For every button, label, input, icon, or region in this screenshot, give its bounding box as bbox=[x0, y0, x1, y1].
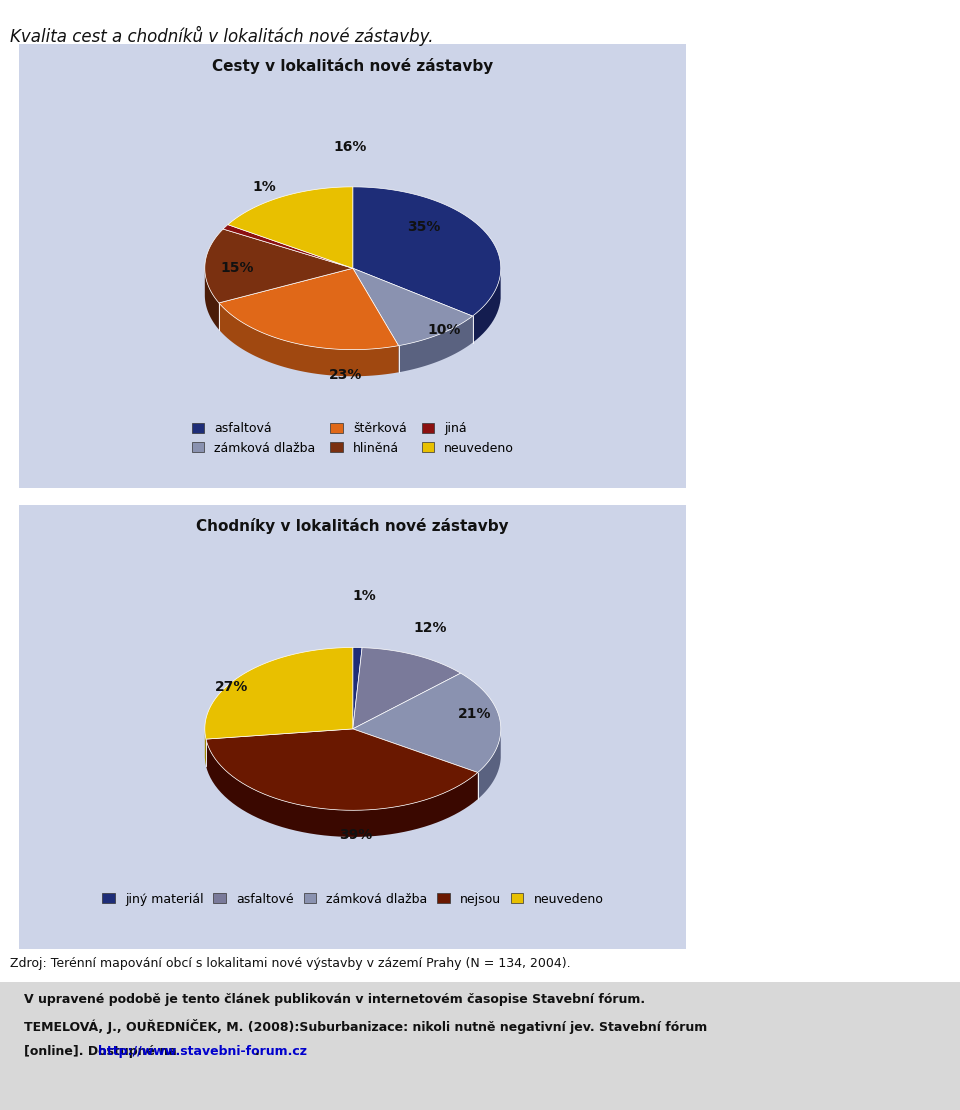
Text: 16%: 16% bbox=[333, 140, 367, 154]
Text: 15%: 15% bbox=[221, 261, 254, 275]
Text: Chodníky v lokalitách nové zástavby: Chodníky v lokalitách nové zástavby bbox=[197, 518, 509, 534]
Legend: jiný materiál, asfaltové, zámková dlažba, nejsou, neuvedeno: jiný materiál, asfaltové, zámková dlažba… bbox=[103, 892, 603, 906]
Text: [online]. Dostupné na: [online]. Dostupné na bbox=[24, 1045, 181, 1058]
Text: Cesty v lokalitách nové zástavby: Cesty v lokalitách nové zástavby bbox=[212, 58, 493, 73]
Polygon shape bbox=[219, 303, 398, 376]
Text: 39%: 39% bbox=[339, 828, 372, 842]
Polygon shape bbox=[352, 269, 472, 345]
Polygon shape bbox=[223, 224, 352, 269]
Text: .: . bbox=[254, 1045, 259, 1058]
Polygon shape bbox=[206, 729, 478, 810]
Text: 10%: 10% bbox=[428, 323, 461, 337]
Text: 35%: 35% bbox=[407, 220, 441, 234]
Polygon shape bbox=[398, 316, 472, 372]
Polygon shape bbox=[204, 270, 219, 330]
Polygon shape bbox=[228, 186, 352, 269]
Polygon shape bbox=[204, 229, 352, 303]
Polygon shape bbox=[204, 730, 206, 766]
Polygon shape bbox=[352, 647, 461, 729]
Text: 23%: 23% bbox=[328, 367, 362, 382]
Text: 1%: 1% bbox=[252, 180, 276, 194]
Polygon shape bbox=[478, 731, 501, 799]
Text: Zdroj: Terénní mapování obcí s lokalitami nové výstavby v zázemí Prahy (N = 134,: Zdroj: Terénní mapování obcí s lokalitam… bbox=[10, 957, 570, 970]
Legend: asfaltová, zámková dlažba, štěrková, hliněná, jiná, neuvedeno: asfaltová, zámková dlažba, štěrková, hli… bbox=[192, 422, 514, 455]
Polygon shape bbox=[204, 647, 352, 739]
Text: http://www.stavebni-forum.cz: http://www.stavebni-forum.cz bbox=[98, 1045, 307, 1058]
Text: 27%: 27% bbox=[215, 680, 248, 695]
Text: TEMELOVÁ, J., OUŘEDNÍČEK, M. (2008):Suburbanizace: nikoli nutně negativní jev. S: TEMELOVÁ, J., OUŘEDNÍČEK, M. (2008):Subu… bbox=[24, 1019, 708, 1035]
Text: V upravené podobě je tento článek publikován v internetovém časopise Stavební fó: V upravené podobě je tento článek publik… bbox=[24, 993, 645, 1007]
Text: Kvalita cest a chodníků v lokalitách nové zástavby.: Kvalita cest a chodníků v lokalitách nov… bbox=[10, 26, 433, 46]
Polygon shape bbox=[219, 269, 398, 350]
Polygon shape bbox=[352, 647, 362, 729]
Text: 12%: 12% bbox=[413, 622, 446, 635]
Text: 21%: 21% bbox=[457, 707, 491, 722]
Polygon shape bbox=[472, 272, 501, 343]
Polygon shape bbox=[206, 739, 478, 837]
Polygon shape bbox=[352, 186, 501, 316]
Polygon shape bbox=[352, 673, 501, 773]
Text: 1%: 1% bbox=[352, 588, 376, 603]
